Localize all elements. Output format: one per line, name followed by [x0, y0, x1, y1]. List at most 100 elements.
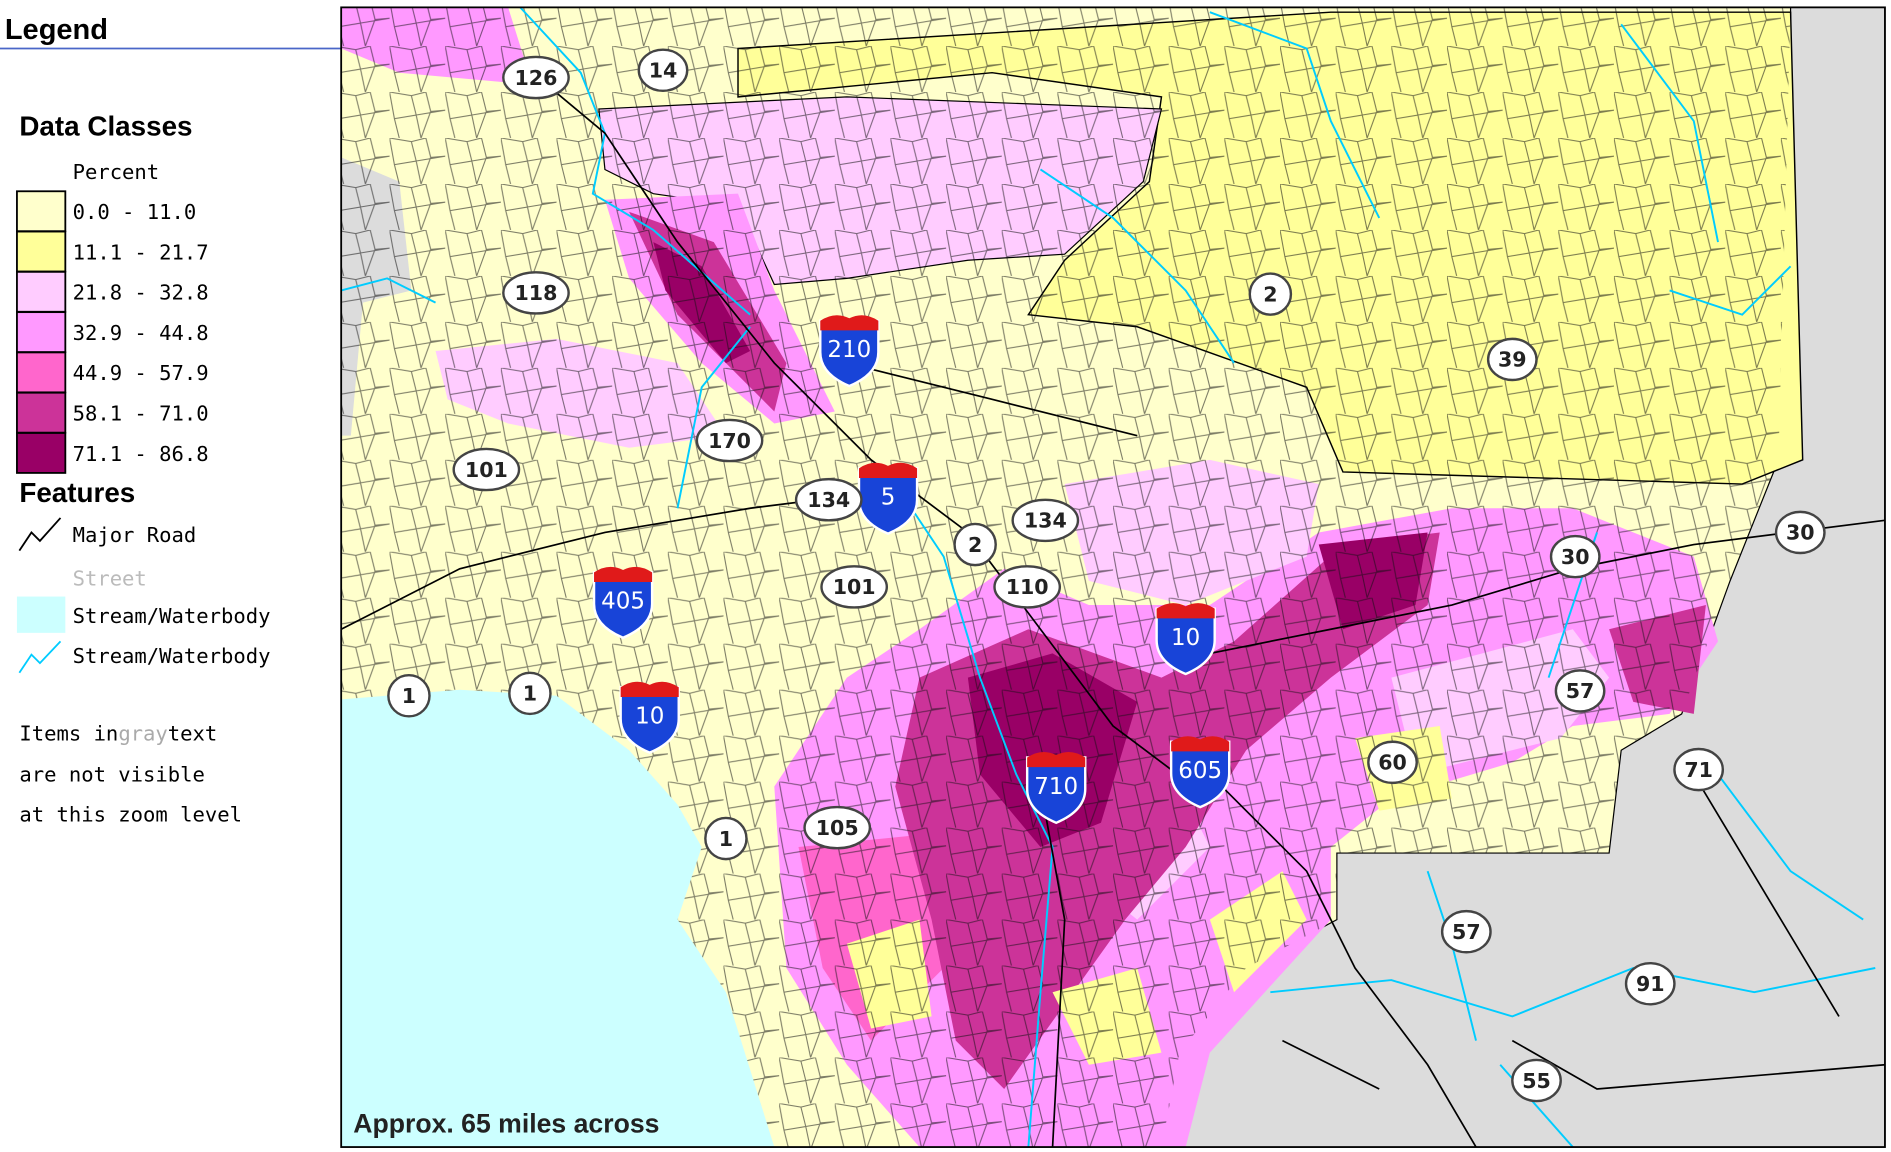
shield-top	[1156, 603, 1215, 619]
feature-label: Stream/Waterbody	[73, 644, 271, 668]
route-label: 30	[1786, 521, 1815, 545]
route-label: 101	[833, 575, 876, 599]
route-shield	[1554, 669, 1606, 713]
major-road	[1039, 786, 1066, 1148]
route-shield	[1367, 740, 1418, 785]
route-shield	[704, 816, 748, 861]
class-label: 21.8 - 32.8	[73, 281, 209, 305]
shield-top	[620, 681, 679, 697]
shield-body	[819, 319, 880, 388]
shield-top	[1027, 751, 1086, 768]
major-road-icon	[18, 517, 62, 552]
class-label: 11.1 - 21.7	[73, 240, 209, 264]
class-swatch	[16, 190, 67, 233]
route-shield	[953, 522, 997, 567]
stream	[894, 483, 1054, 1148]
route-label: 1	[523, 682, 537, 706]
shield-label: 710	[1034, 774, 1078, 800]
stream	[340, 277, 436, 304]
stream	[1270, 966, 1876, 1018]
route-label: 134	[1024, 509, 1067, 533]
route-shield	[993, 565, 1062, 609]
shield-body	[1155, 607, 1216, 676]
route-shield	[1440, 909, 1492, 954]
major-road	[340, 495, 848, 630]
route-shield	[1011, 498, 1080, 543]
class-label: 71.1 - 86.8	[73, 442, 209, 466]
major-road	[1693, 773, 1840, 1017]
shield-label: 605	[1178, 758, 1222, 784]
shield-body	[592, 571, 654, 640]
shield-body	[619, 686, 680, 754]
route-shield	[1624, 961, 1676, 1006]
route-label: 30	[1561, 545, 1590, 569]
stream	[1209, 11, 1381, 219]
class-swatch	[16, 391, 67, 434]
class-label: 0.0 - 11.0	[73, 200, 197, 224]
route-shield	[1673, 747, 1725, 792]
route-label: 2	[968, 533, 982, 557]
shield-body	[1025, 756, 1087, 825]
shield-label: 405	[601, 589, 645, 615]
note-gray: gray	[118, 722, 167, 746]
route-label: 105	[816, 816, 859, 840]
feature-label: Stream/Waterbody	[73, 604, 271, 628]
route-shield	[1486, 337, 1538, 382]
interstate-shield: 10	[1155, 603, 1216, 676]
note-text: Items in	[19, 722, 118, 746]
data-classes-title: Data Classes	[19, 111, 192, 142]
route-label: 55	[1522, 1069, 1551, 1093]
interstate-shield: 605	[1169, 736, 1231, 809]
shield-label: 210	[827, 337, 871, 363]
route-shield	[1248, 272, 1293, 316]
major-road	[1209, 773, 1477, 1148]
legend: Legend Data Classes Percent Features Maj…	[0, 14, 342, 827]
ocean	[341, 689, 775, 1148]
class-swatch	[16, 432, 67, 474]
route-shield	[508, 671, 552, 716]
route-shield	[794, 478, 863, 522]
route-shield	[803, 805, 872, 850]
shield-label: 10	[1171, 625, 1200, 651]
class-label: 44.9 - 57.9	[73, 361, 209, 385]
route-label: 170	[708, 429, 751, 453]
route-shield	[502, 55, 570, 100]
route-label: 91	[1636, 972, 1665, 996]
note-line: are not visible	[19, 763, 205, 787]
stream	[676, 326, 751, 509]
route-label: 71	[1684, 758, 1713, 782]
major-road	[846, 362, 1138, 437]
route-shield	[637, 48, 689, 93]
shield-label: 5	[881, 485, 896, 511]
major-road	[1282, 1039, 1380, 1090]
route-shield	[1549, 534, 1601, 579]
shield-top	[594, 566, 653, 583]
class-label: 32.9 - 44.8	[73, 321, 209, 345]
class-swatch	[16, 311, 67, 353]
class-label: 58.1 - 71.0	[73, 402, 209, 426]
interstate-shield: 710	[1025, 751, 1087, 825]
stream	[1669, 265, 1792, 316]
interstate-shield: 210	[819, 315, 880, 388]
unit-label: Percent	[73, 160, 160, 184]
map-frame	[340, 6, 1886, 1148]
shield-top	[1171, 736, 1230, 752]
shield-top	[858, 462, 918, 479]
route-shield	[387, 673, 431, 718]
note-text: text	[168, 722, 217, 746]
major-road	[1511, 1039, 1886, 1090]
stream	[1039, 168, 1235, 364]
shield-top	[820, 315, 879, 331]
interstate-shield: 5	[857, 462, 919, 535]
stream	[1717, 773, 1864, 921]
route-label: 110	[1006, 575, 1049, 599]
route-shield	[502, 271, 570, 315]
route-label: 57	[1566, 679, 1595, 703]
route-label: 101	[465, 458, 508, 482]
interstate-shield: 10	[619, 681, 680, 754]
class-swatch	[16, 270, 67, 313]
feature-label: Street	[73, 567, 147, 591]
stream	[519, 6, 751, 316]
route-label: 1	[402, 684, 416, 708]
